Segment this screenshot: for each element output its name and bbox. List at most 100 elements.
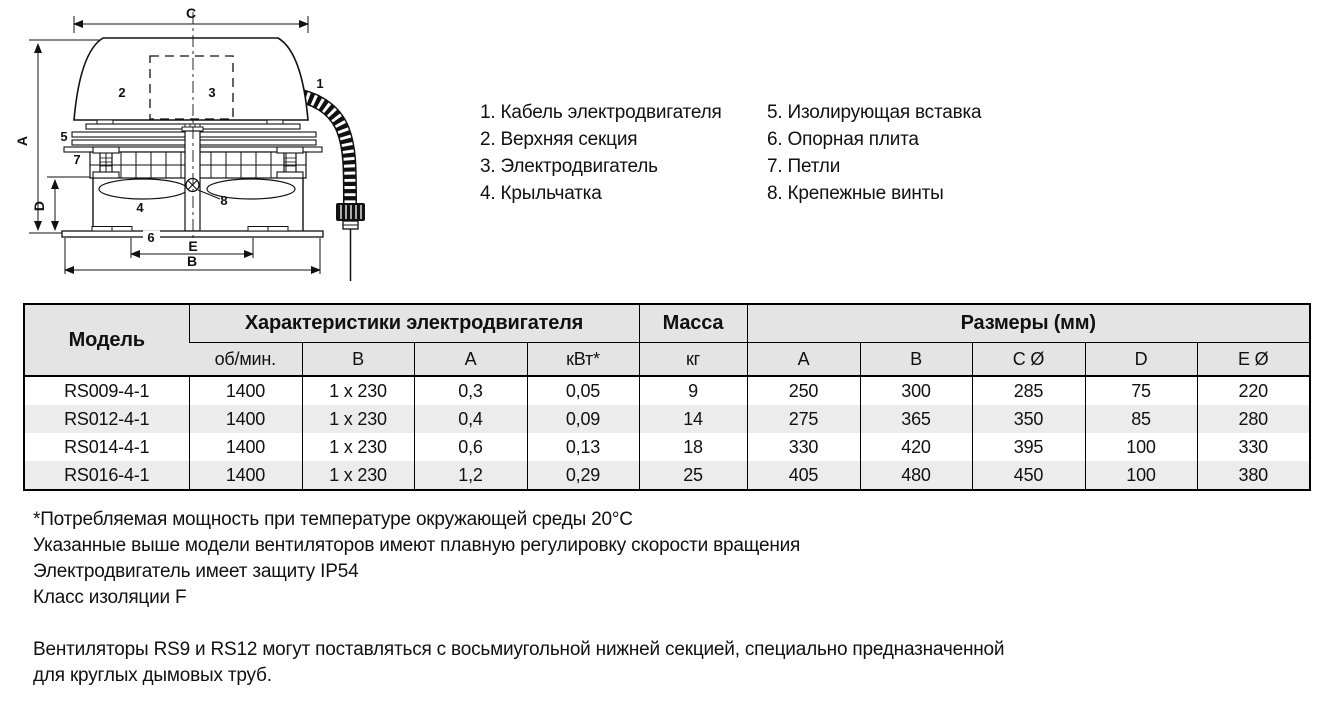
col-header-model: Модель	[24, 304, 189, 376]
col-header-dim-d: D	[1084, 342, 1197, 376]
table-row-rs016: RS016-4-1 1400 1 x 230 1,2 0,29 25 405 4…	[24, 461, 1310, 490]
hinge-left	[92, 146, 120, 179]
cell-kg: 14	[638, 405, 747, 433]
col-header-volts: В	[301, 342, 414, 376]
cell-dim-d: 85	[1084, 405, 1197, 433]
motor-cable	[290, 87, 365, 281]
support-plate	[61, 230, 324, 238]
cell-rpm: 1400	[188, 375, 302, 405]
col-group-motor-characteristics: Характеристики электродвигателя	[188, 304, 639, 343]
part-number-8: 8	[220, 193, 227, 208]
footnote-octagonal-section-line2: для круглых дымовых труб.	[33, 665, 272, 686]
cell-volts: 1 x 230	[301, 375, 414, 405]
dim-label-e: E	[188, 238, 197, 254]
cell-model: RS009-4-1	[24, 375, 189, 405]
cell-model: RS014-4-1	[24, 433, 189, 461]
cell-amps: 0,6	[413, 433, 527, 461]
table-row-rs014: RS014-4-1 1400 1 x 230 0,6 0,13 18 330 4…	[24, 433, 1310, 461]
cell-dim-c: 350	[971, 405, 1085, 433]
cell-amps: 0,3	[413, 375, 527, 405]
cell-dim-b: 300	[859, 375, 972, 405]
cell-volts: 1 x 230	[301, 405, 414, 433]
cell-dim-d: 100	[1084, 461, 1197, 490]
legend-item-6: 6. Опорная плита	[767, 129, 919, 150]
footnotes: *Потребляемая мощность при температуре о…	[33, 507, 1005, 689]
cell-dim-a: 405	[746, 461, 860, 490]
cell-rpm: 1400	[188, 461, 302, 490]
legend-item-5: 5. Изолирующая вставка	[767, 102, 982, 123]
col-header-rpm: об/мин.	[189, 342, 302, 376]
cell-volts: 1 x 230	[301, 433, 414, 461]
cell-dim-e: 330	[1196, 433, 1310, 461]
cell-dim-b: 420	[859, 433, 972, 461]
col-header-kw: кВт*	[526, 342, 639, 376]
footnote-power: *Потребляемая мощность при температуре о…	[33, 509, 633, 530]
part-number-3: 3	[208, 85, 215, 100]
table-header-subcolumns: об/мин. В А кВт* кг A B C Ø D E Ø	[24, 342, 1310, 376]
legend-item-8: 8. Крепежные винты	[767, 183, 944, 204]
cell-dim-b: 365	[859, 405, 972, 433]
col-header-amps: А	[413, 342, 527, 376]
col-group-mass: Масса	[638, 304, 747, 343]
cell-rpm: 1400	[188, 405, 302, 433]
cell-rpm: 1400	[188, 433, 302, 461]
cell-kg: 18	[638, 433, 747, 461]
legend-item-2: 2. Верхняя секция	[480, 129, 638, 150]
part-number-5: 5	[60, 129, 67, 144]
part-number-4: 4	[136, 200, 144, 215]
table-row-rs009: RS009-4-1 1400 1 x 230 0,3 0,05 9 250 30…	[24, 375, 1310, 405]
part-number-1: 1	[316, 76, 323, 91]
table-row-rs012: RS012-4-1 1400 1 x 230 0,4 0,09 14 275 3…	[24, 405, 1310, 433]
part-number-6: 6	[147, 230, 154, 245]
impeller-blade-right	[206, 178, 296, 200]
cell-amps: 1,2	[413, 461, 527, 490]
footnote-speed-control: Указанные выше модели вентиляторов имеют…	[33, 535, 801, 556]
dim-label-b: B	[187, 253, 197, 269]
cell-dim-c: 450	[971, 461, 1085, 490]
cell-kg: 9	[638, 375, 747, 405]
cell-model: RS012-4-1	[24, 405, 189, 433]
part-number-7: 7	[73, 152, 80, 167]
cell-kw: 0,05	[526, 375, 639, 405]
cell-dim-c: 285	[971, 375, 1085, 405]
cell-dim-d: 100	[1084, 433, 1197, 461]
fan-drawing-svg: C A D E B 1 2 3 4 5 6 7 8	[14, 5, 365, 281]
table-header-groups: Модель Характеристики электродвигателя М…	[24, 304, 1310, 376]
cell-model: RS016-4-1	[24, 461, 189, 490]
col-header-dim-e: E Ø	[1196, 342, 1310, 376]
cell-kw: 0,29	[526, 461, 639, 490]
col-header-dim-a: A	[746, 342, 860, 376]
impeller-blade-left	[98, 178, 188, 200]
cell-dim-b: 480	[859, 461, 972, 490]
legend-item-4: 4. Крыльчатка	[480, 183, 602, 204]
cell-kw: 0,13	[526, 433, 639, 461]
dim-label-a: A	[14, 136, 30, 146]
cell-kg: 25	[638, 461, 747, 490]
cell-dim-e: 220	[1196, 375, 1310, 405]
footnote-octagonal-section-line1: Вентиляторы RS9 и RS12 могут поставлятьс…	[33, 639, 1005, 660]
cell-dim-a: 330	[746, 433, 860, 461]
footnote-ip54: Электродвигатель имеет защиту IP54	[33, 561, 359, 582]
cell-dim-a: 250	[746, 375, 860, 405]
dim-label-c: C	[186, 5, 196, 21]
col-header-kg: кг	[638, 342, 747, 376]
models-spec-table: Модель Характеристики электродвигателя М…	[23, 303, 1311, 491]
col-group-dimensions: Размеры (мм)	[746, 304, 1310, 343]
cell-kw: 0,09	[526, 405, 639, 433]
motor-dashed-outline	[149, 55, 234, 120]
legend-item-7: 7. Петли	[767, 156, 841, 177]
cell-dim-c: 395	[971, 433, 1085, 461]
legend-item-1: 1. Кабель электродвигателя	[480, 102, 722, 123]
cell-dim-a: 275	[746, 405, 860, 433]
fan-technical-drawing: C A D E B 1 2 3 4 5 6 7 8	[0, 0, 440, 300]
top-section-cap	[73, 37, 309, 121]
col-header-dim-b: B	[859, 342, 972, 376]
parts-legend-column-1: 1. Кабель электродвигателя 2. Верхняя се…	[480, 99, 722, 207]
cell-dim-e: 280	[1196, 405, 1310, 433]
parts-legend-column-2: 5. Изолирующая вставка 6. Опорная плита …	[767, 99, 982, 207]
footnote-insulation-class: Класс изоляции F	[33, 587, 187, 608]
legend-item-3: 3. Электродвигатель	[480, 156, 658, 177]
cell-dim-d: 75	[1084, 375, 1197, 405]
dim-label-d: D	[31, 201, 47, 211]
